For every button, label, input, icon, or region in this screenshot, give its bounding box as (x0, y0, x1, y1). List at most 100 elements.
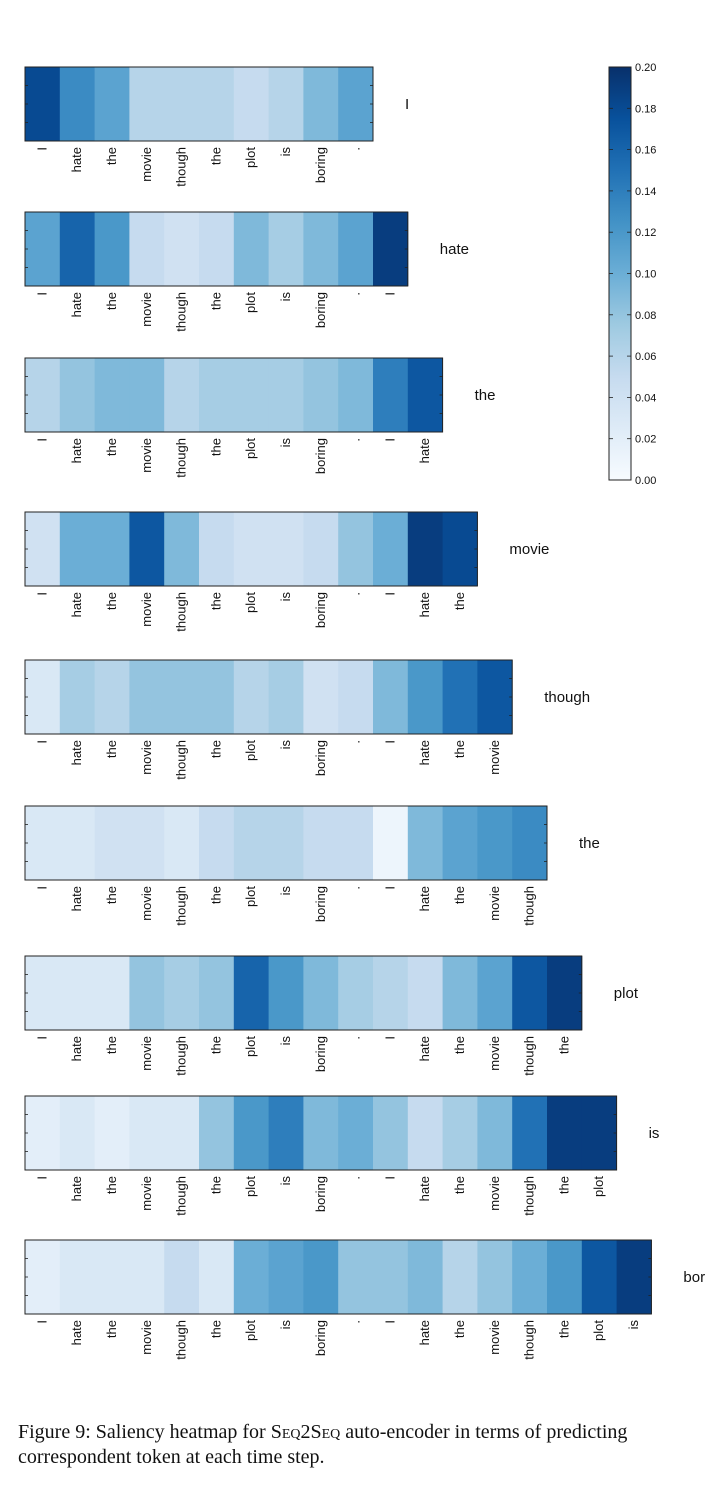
heatmap-cell (94, 358, 130, 432)
x-tick-label: I (382, 292, 397, 296)
heatmap-cell (129, 660, 165, 734)
heatmap-cell (129, 806, 165, 880)
x-tick-label: the (452, 1176, 467, 1194)
x-tick-label: hate (417, 1036, 432, 1061)
x-tick-label: is (278, 1176, 293, 1186)
heatmap-cell (407, 806, 443, 880)
x-tick-label: the (556, 1176, 571, 1194)
x-tick-label: I (34, 1176, 49, 1180)
heatmap-cell (338, 212, 374, 286)
heatmap-cell (59, 1096, 95, 1170)
heatmap-cell (373, 512, 409, 586)
x-tick-label: I (382, 438, 397, 442)
x-tick-label: boring (313, 1176, 328, 1212)
x-tick-label: plot (243, 292, 258, 313)
target-token-label: movie (509, 541, 549, 558)
x-tick-label: is (278, 592, 293, 602)
heatmap-cell (338, 512, 374, 586)
heatmap-cell (512, 1096, 548, 1170)
x-tick-label: boring (313, 886, 328, 922)
heatmap-cell (164, 956, 200, 1030)
x-tick-label: plot (243, 740, 258, 761)
x-tick-label: the (452, 592, 467, 610)
heatmap-cell (164, 512, 200, 586)
x-tick-label: I (34, 438, 49, 442)
x-tick-label: though (174, 740, 189, 780)
heatmap-cell (338, 660, 374, 734)
heatmap-cell (338, 806, 374, 880)
heatmap-cell (164, 660, 200, 734)
x-tick-label: the (452, 1036, 467, 1054)
heatmap-cell (59, 956, 95, 1030)
x-tick-label: plot (591, 1320, 606, 1341)
x-tick-label: the (104, 1320, 119, 1338)
heatmap-cell (233, 358, 269, 432)
x-tick-label: plot (243, 886, 258, 907)
x-tick-label: . (348, 1176, 363, 1180)
target-token-label: though (544, 689, 590, 706)
heatmap-cell (94, 956, 130, 1030)
x-tick-label: . (348, 292, 363, 296)
x-tick-label: plot (243, 1036, 258, 1057)
heatmap-cell (616, 1240, 652, 1314)
heatmap-cell (407, 1240, 443, 1314)
heatmap-cell (25, 660, 61, 734)
heatmap-cell (338, 1096, 374, 1170)
x-tick-label: . (348, 438, 363, 442)
x-tick-label: hate (69, 147, 84, 172)
heatmap-cell (94, 212, 130, 286)
x-tick-label: I (34, 1036, 49, 1040)
heatmap-cell (477, 806, 513, 880)
heatmap-cell (164, 212, 200, 286)
heatmap-cell (407, 660, 443, 734)
heatmap-cell (59, 67, 95, 141)
colorbar: 0.00 0.02 0.04 0.06 0.08 0.10 0.12 0.14 0.16 0.18… (608, 62, 656, 487)
heatmap-cell (338, 1240, 374, 1314)
heatmap-cell (129, 358, 165, 432)
heatmap-cell (477, 956, 513, 1030)
heatmap-cell (407, 956, 443, 1030)
heatmap-cell (25, 212, 61, 286)
heatmap-cell (59, 660, 95, 734)
heatmap-cell (338, 67, 374, 141)
caption-suffix: auto-encoder in terms of predicting corr… (18, 1421, 628, 1468)
heatmap-cell (303, 212, 339, 286)
heatmap-cell (512, 1240, 548, 1314)
heatmap-cell (199, 212, 235, 286)
x-tick-label: boring (313, 740, 328, 776)
heatmap-cell (268, 512, 304, 586)
heatmap-cell (268, 67, 304, 141)
x-tick-label: . (348, 740, 363, 744)
x-tick-label: plot (243, 1320, 258, 1341)
x-tick-label: hate (69, 1176, 84, 1201)
target-token-label: is (649, 1125, 660, 1142)
heatmap-cell (512, 956, 548, 1030)
x-tick-label: movie (139, 1036, 154, 1071)
heatmap-cell (373, 212, 409, 286)
heatmap-cell (25, 67, 61, 141)
heatmap-cell (59, 358, 95, 432)
heatmap-cell (94, 67, 130, 141)
x-tick-label: hate (69, 740, 84, 765)
heatmap-cell (303, 1096, 339, 1170)
heatmap-cell (129, 1096, 165, 1170)
heatmap-cell (129, 512, 165, 586)
x-tick-label: is (278, 292, 293, 302)
x-tick-label: I (382, 592, 397, 596)
colorbar-tick-label: 0.08 (635, 310, 656, 322)
x-tick-label: is (278, 886, 293, 896)
heatmap-cell (129, 1240, 165, 1314)
x-tick-label: hate (417, 592, 432, 617)
x-tick-label: the (104, 438, 119, 456)
heatmap-cell (233, 1240, 269, 1314)
heatmap-cell (581, 1096, 617, 1170)
x-tick-label: the (104, 886, 119, 904)
heatmap-cell (268, 358, 304, 432)
colorbar-tick-label: 0.06 (635, 351, 656, 363)
heatmap-cell (94, 806, 130, 880)
x-tick-label: though (522, 886, 537, 926)
